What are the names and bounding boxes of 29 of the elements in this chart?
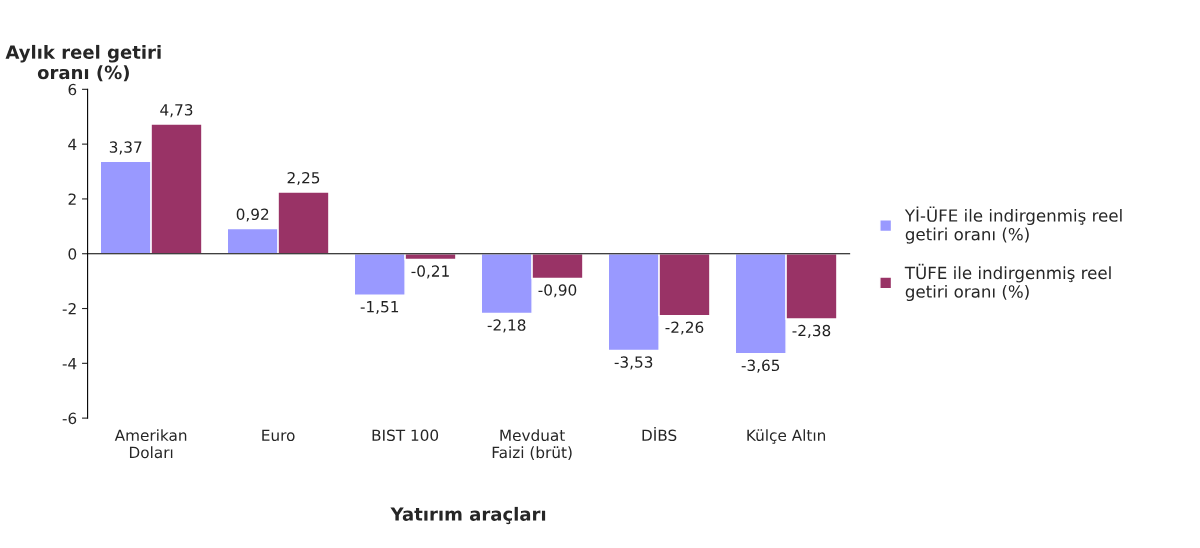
data-label: 3,37: [109, 141, 142, 155]
legend-label: TÜFE ile indirgenmiş reel getiri oranı (%): [904, 263, 1111, 302]
data-label: 4,73: [160, 104, 193, 118]
data-label: 2,25: [287, 172, 320, 186]
y-tick-label: 4: [68, 138, 77, 150]
x-tick-label: Külçe Altın: [747, 429, 826, 444]
x-tick-label: Amerikan Doları: [114, 429, 187, 459]
y-tick-label: 6: [68, 83, 77, 96]
data-label: -2,26: [665, 321, 704, 335]
data-label: -3,65: [741, 359, 780, 373]
data-label: -2,18: [487, 319, 526, 333]
legend-label: Yİ-ÜFE ile indirgenmiş reel getiri oranı (%): [904, 206, 1122, 244]
data-label: -0,90: [538, 284, 577, 298]
x-tick-label: Mevduat Faizi (brüt): [492, 429, 572, 460]
x-axis-title: Yatırım araçları: [390, 506, 546, 525]
x-tick-label: Euro: [262, 429, 295, 442]
y-tick-label: -2: [62, 302, 76, 315]
y-tick-label: 2: [68, 193, 76, 205]
data-label: 0,92: [236, 208, 269, 222]
data-label: -0,21: [411, 265, 449, 279]
x-tick-label: DİBS: [642, 426, 677, 442]
y-tick-label: -4: [62, 357, 77, 370]
data-label: -1,51: [360, 301, 399, 315]
y-tick-label: 0: [68, 248, 77, 260]
data-label: -2,38: [792, 324, 831, 338]
y-tick-label: -6: [62, 412, 77, 425]
y-axis-title: Aylık reel getiri oranı (%): [5, 44, 161, 82]
data-label: -3,53: [614, 356, 653, 370]
x-tick-label: BIST 100: [372, 429, 439, 442]
